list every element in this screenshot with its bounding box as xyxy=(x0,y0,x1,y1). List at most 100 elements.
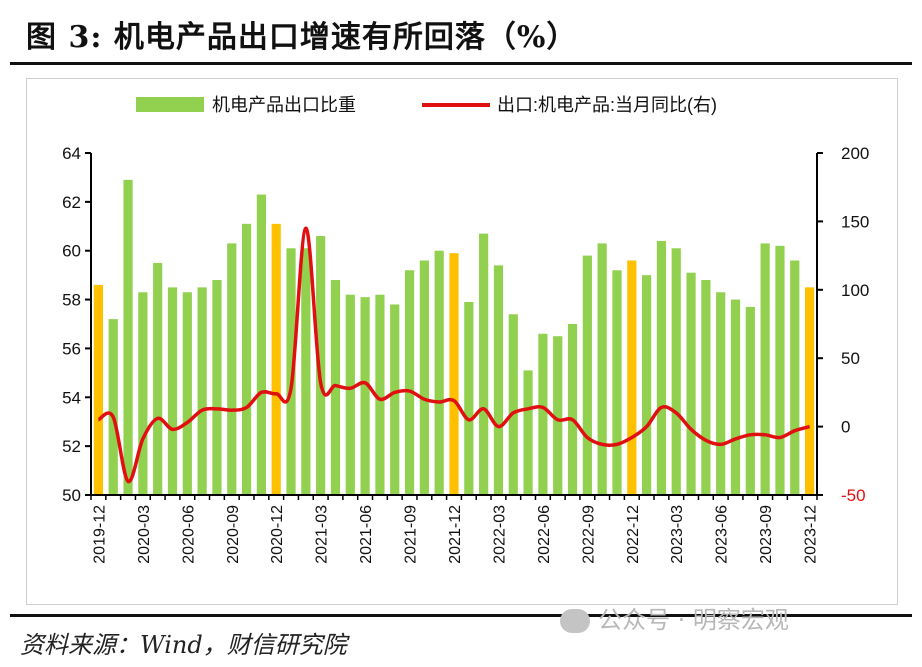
bar xyxy=(182,292,192,495)
x-tick-label: 2023-03 xyxy=(669,505,686,564)
bar xyxy=(256,194,266,495)
chart-frame xyxy=(26,78,898,605)
bar xyxy=(493,265,504,495)
y-left-tick-label: 50 xyxy=(62,486,81,505)
bar xyxy=(582,255,592,495)
bar xyxy=(138,292,148,495)
bar xyxy=(523,370,533,495)
bar xyxy=(330,280,341,495)
bar xyxy=(464,302,474,495)
y-left-tick-label: 54 xyxy=(62,388,81,407)
bar xyxy=(538,333,548,495)
x-tick-label: 2022-03 xyxy=(491,505,508,564)
bar xyxy=(93,284,104,495)
x-tick-label: 2021-06 xyxy=(358,505,375,564)
y-right-tick-label: 200 xyxy=(841,144,869,163)
bar xyxy=(745,306,755,495)
bar xyxy=(345,294,355,495)
bar xyxy=(241,223,252,495)
bar xyxy=(301,248,311,495)
bar xyxy=(790,260,800,495)
bar xyxy=(553,336,563,495)
bar xyxy=(567,324,578,495)
source-note: 资料来源：Wind，财信研究院 xyxy=(20,631,347,659)
x-tick-label: 2021-03 xyxy=(314,505,331,564)
bar xyxy=(656,240,667,495)
bar xyxy=(686,272,696,495)
wechat-icon xyxy=(560,609,590,633)
bar xyxy=(479,233,489,496)
x-tick-label: 2020-03 xyxy=(136,505,153,564)
bar xyxy=(508,314,518,495)
bar xyxy=(760,243,770,495)
bar xyxy=(197,287,207,495)
line-series xyxy=(97,226,811,484)
y-left-tick-label: 62 xyxy=(62,193,81,212)
y-right-tick-label: 50 xyxy=(841,349,860,368)
y-right-tick-label: -50 xyxy=(841,486,866,505)
bar xyxy=(360,297,370,495)
x-tick-label: 2023-06 xyxy=(714,505,731,564)
x-tick-label: 2022-06 xyxy=(536,505,553,564)
x-tick-label: 2023-09 xyxy=(758,505,775,564)
bar xyxy=(167,287,178,495)
y-right-tick-label: 150 xyxy=(841,212,869,231)
y-axis-left: 50 52 54 56 58 60 62 64 xyxy=(62,144,91,505)
bar xyxy=(212,280,222,495)
x-tick-label: 2020-12 xyxy=(269,505,286,564)
y-left-tick-label: 56 xyxy=(62,339,81,358)
bar xyxy=(716,292,726,495)
legend-line-label: 出口:机电产品:当月同比(右) xyxy=(497,95,717,115)
x-tick-label: 2019-12 xyxy=(91,505,108,564)
bar xyxy=(404,270,415,495)
x-tick-label: 2021-12 xyxy=(447,505,464,564)
footer-rule xyxy=(10,614,912,617)
bar xyxy=(153,262,163,495)
x-tick-label: 2020-06 xyxy=(180,505,197,564)
bar xyxy=(612,270,622,495)
bar xyxy=(419,260,429,495)
y-right-tick-label: 0 xyxy=(841,418,850,437)
watermark-text: 公众号 · 明察宏观 xyxy=(598,606,789,634)
bar-series xyxy=(93,179,815,496)
x-axis: 2019-12 2020-03 2020-06 2020-09 2020-12 2021-… xyxy=(90,495,820,564)
bar xyxy=(434,250,444,495)
y-left-tick-label: 64 xyxy=(62,144,81,163)
legend-bar-swatch xyxy=(136,97,204,112)
bar xyxy=(642,275,652,495)
bar xyxy=(805,287,815,495)
x-tick-label: 2021-09 xyxy=(403,505,420,564)
bar xyxy=(271,223,281,495)
y-left-tick-label: 52 xyxy=(62,437,81,456)
x-tick-label: 2022-12 xyxy=(625,505,642,564)
figure-title: 图 3: 机电产品出口增速有所回落（%） xyxy=(26,20,578,55)
x-tick-label: 2020-09 xyxy=(225,505,242,564)
y-left-tick-label: 60 xyxy=(62,242,81,261)
bar xyxy=(627,260,637,495)
bar xyxy=(286,248,296,495)
bar xyxy=(701,280,711,495)
bar xyxy=(375,294,385,495)
bar xyxy=(123,179,133,495)
x-tick-label: 2022-09 xyxy=(580,505,597,564)
bar xyxy=(730,299,741,495)
bar xyxy=(316,236,326,495)
bar xyxy=(597,243,607,495)
bar xyxy=(775,245,785,495)
bar xyxy=(227,243,237,495)
bar xyxy=(390,304,400,495)
y-left-tick-label: 58 xyxy=(62,291,81,310)
y-axis-right: -50 0 50 100 150 200 xyxy=(817,144,869,505)
watermark: 公众号 · 明察宏观 xyxy=(560,600,789,636)
series-line xyxy=(97,226,811,484)
title-rule xyxy=(10,62,912,65)
legend-bar-label: 机电产品出口比重 xyxy=(212,95,356,115)
bar xyxy=(449,253,459,495)
bar xyxy=(108,319,118,495)
x-tick-label: 2023-12 xyxy=(803,505,820,564)
bar xyxy=(671,248,681,495)
axes xyxy=(90,153,818,496)
y-right-tick-label: 100 xyxy=(841,281,869,300)
legend: 机电产品出口比重 出口:机电产品:当月同比(右) xyxy=(136,95,717,115)
